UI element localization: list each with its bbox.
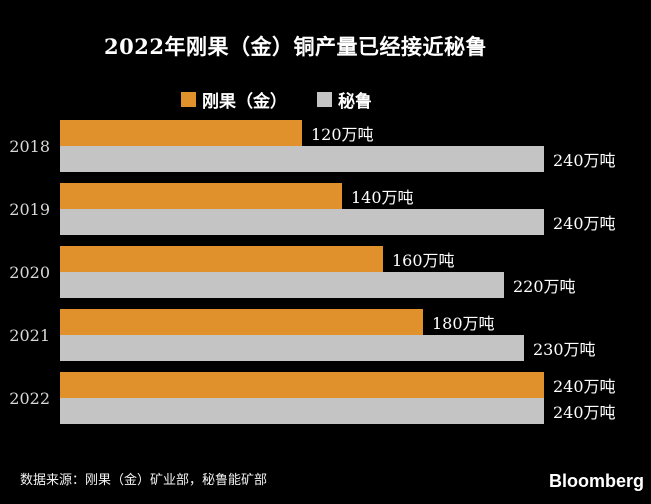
chart-area: 2018 120万吨 240万吨 2019 140万吨 240万吨 2020 160万吨 220… (0, 120, 651, 435)
bar-line-congo: 160万吨 (60, 246, 576, 272)
legend: 刚果（金） 秘鲁 (181, 87, 372, 112)
year-label: 2019 (9, 199, 50, 219)
bar-pair: 240万吨 240万吨 (60, 372, 616, 424)
bar-pair: 140万吨 240万吨 (60, 183, 616, 235)
bar-value-label-congo: 120万吨 (311, 125, 374, 144)
bar-pair: 160万吨 220万吨 (60, 246, 576, 298)
bar-value-label-congo: 160万吨 (392, 251, 455, 270)
bar-congo (60, 120, 302, 146)
bloomberg-logo: Bloomberg (548, 471, 644, 491)
bar-peru (60, 209, 544, 235)
bar-peru (60, 272, 504, 298)
bar-value-label-peru: 240万吨 (553, 214, 616, 233)
bar-peru (60, 146, 544, 172)
bar-line-peru: 220万吨 (60, 272, 576, 298)
bar-value-label-peru: 240万吨 (553, 403, 616, 422)
bar-line-peru: 230万吨 (60, 335, 596, 361)
bar-value-label-peru: 220万吨 (513, 277, 576, 296)
year-label: 2018 (9, 136, 50, 156)
legend-label-congo: 刚果（金） (202, 92, 287, 112)
bar-value-label-congo: 140万吨 (351, 188, 414, 207)
bar-group: 2019 140万吨 240万吨 (0, 183, 651, 235)
bar-group: 2020 160万吨 220万吨 (0, 246, 651, 298)
year-label: 2022 (9, 388, 50, 408)
year-label: 2020 (9, 262, 50, 282)
legend-item-peru: 秘鲁 (317, 87, 372, 112)
bar-value-label-congo: 180万吨 (432, 314, 495, 333)
bar-line-congo: 180万吨 (60, 309, 596, 335)
bar-pair: 120万吨 240万吨 (60, 120, 616, 172)
bar-congo (60, 246, 383, 272)
bar-line-peru: 240万吨 (60, 398, 616, 424)
chart-title: 2022年刚果（金）铜产量已经接近秘鲁 (104, 34, 487, 59)
legend-swatch-peru-icon (317, 92, 332, 107)
bar-peru (60, 335, 524, 361)
year-label: 2021 (9, 325, 50, 345)
bar-line-congo: 240万吨 (60, 372, 616, 398)
bar-peru (60, 398, 544, 424)
bar-line-peru: 240万吨 (60, 146, 616, 172)
legend-swatch-congo-icon (181, 92, 196, 107)
legend-label-peru: 秘鲁 (338, 92, 372, 112)
bar-group: 2018 120万吨 240万吨 (0, 120, 651, 172)
bar-group: 2021 180万吨 230万吨 (0, 309, 651, 361)
bar-value-label-congo: 240万吨 (553, 377, 616, 396)
bar-pair: 180万吨 230万吨 (60, 309, 596, 361)
bar-line-congo: 120万吨 (60, 120, 616, 146)
bar-group: 2022 240万吨 240万吨 (0, 372, 651, 424)
bar-line-peru: 240万吨 (60, 209, 616, 235)
bar-congo (60, 309, 423, 335)
bar-congo (60, 372, 544, 398)
bar-congo (60, 183, 342, 209)
bar-line-congo: 140万吨 (60, 183, 616, 209)
bar-value-label-peru: 240万吨 (553, 151, 616, 170)
legend-item-congo: 刚果（金） (181, 87, 287, 112)
bar-value-label-peru: 230万吨 (533, 340, 596, 359)
data-source: 数据来源：刚果（金）矿业部，秘鲁能矿部 (20, 473, 268, 488)
